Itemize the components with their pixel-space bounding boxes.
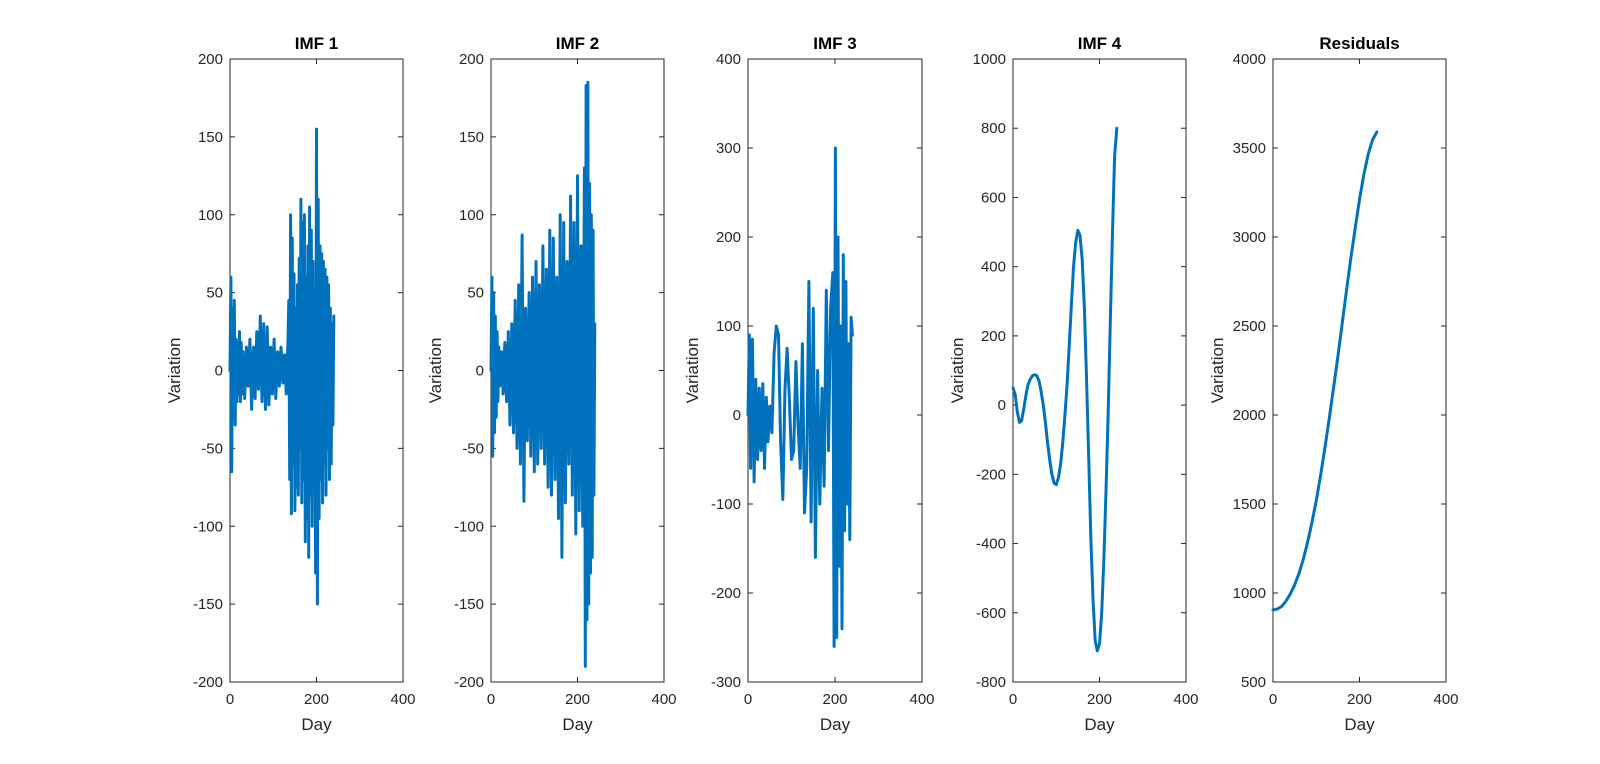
y-tick-label: 200 (198, 51, 223, 68)
y-tick-label: -200 (193, 674, 223, 691)
subplot-title: Residuals (1319, 34, 1399, 53)
y-tick-label: -150 (454, 596, 484, 613)
subplot-1: -200 -150 -100 -50 0 50 100 150 200 0 200 400 IMF 1 D… (165, 34, 416, 734)
y-tick-label: -200 (454, 674, 484, 691)
series-line (228, 127, 336, 606)
y-tick-label: 4000 (1233, 51, 1266, 68)
y-tick-label: -400 (976, 536, 1006, 553)
axes-frame (1012, 58, 1187, 683)
series-line (746, 146, 854, 648)
y-tick-label: 1500 (1233, 496, 1266, 513)
x-tick-label: 0 (226, 691, 234, 708)
y-tick-label: 300 (716, 140, 741, 157)
y-tick-label: 800 (981, 120, 1006, 137)
y-tick-label: 0 (998, 397, 1006, 414)
y-tick-label: 500 (1241, 674, 1266, 691)
x-tick-label: 200 (822, 691, 847, 708)
subplot-title: IMF 2 (556, 34, 599, 53)
x-axis-label: Day (1344, 715, 1375, 734)
y-tick-label: -50 (201, 440, 223, 457)
y-tick-label: 100 (198, 207, 223, 224)
y-tick-label: -800 (976, 674, 1006, 691)
y-tick-label: 600 (981, 189, 1006, 206)
subplot-5: 500 1000 1500 2000 2500 3000 3500 4000 0 200 400 Re… (1208, 34, 1459, 734)
subplot-title: IMF 4 (1078, 34, 1122, 53)
x-tick-label: 200 (304, 691, 329, 708)
y-tick-label: 0 (215, 363, 223, 380)
subplot-2: -200 -150 -100 -50 0 50 100 150 200 0 200 400 IMF 2 D… (426, 34, 677, 734)
y-tick-label: -100 (454, 518, 484, 535)
series-line (1271, 130, 1379, 612)
y-tick-label: 200 (716, 229, 741, 246)
y-tick-label: 100 (716, 318, 741, 335)
x-axis-label: Day (1084, 715, 1115, 734)
y-tick-label: -300 (711, 674, 741, 691)
x-tick-label: 200 (565, 691, 590, 708)
x-tick-label: 200 (1347, 691, 1372, 708)
y-tick-label: -200 (711, 585, 741, 602)
series-line (1011, 126, 1119, 653)
y-tick-label: 50 (206, 285, 223, 302)
x-tick-label: 0 (487, 691, 495, 708)
y-axis-label: Variation (683, 338, 702, 404)
x-tick-label: 400 (1173, 691, 1198, 708)
y-tick-label: 150 (459, 129, 484, 146)
y-tick-label: 200 (459, 51, 484, 68)
subplot-3: -300 -200 -100 0 100 200 300 400 0 200 400 IMF 3 Day… (683, 34, 935, 734)
x-tick-label: 200 (1087, 691, 1112, 708)
y-tick-label: 2500 (1233, 318, 1266, 335)
y-tick-label: 3000 (1233, 229, 1266, 246)
y-tick-label: -100 (711, 496, 741, 513)
x-tick-label: 400 (909, 691, 934, 708)
y-tick-label: 50 (467, 285, 484, 302)
subplot-title: IMF 3 (813, 34, 856, 53)
axes-frame (1272, 58, 1447, 683)
y-axis-label: Variation (948, 338, 967, 404)
y-axis-label: Variation (1208, 338, 1227, 404)
subplot-title: IMF 1 (295, 34, 338, 53)
subplot-4: -800 -600 -400 -200 0 200 400 600 800 1000 0 200 400… (948, 34, 1199, 734)
y-tick-label: 400 (716, 51, 741, 68)
y-tick-label: 100 (459, 207, 484, 224)
x-tick-label: 0 (1009, 691, 1017, 708)
x-axis-label: Day (820, 715, 851, 734)
y-tick-label: 0 (476, 363, 484, 380)
y-tick-label: -50 (462, 440, 484, 457)
y-tick-label: -150 (193, 596, 223, 613)
y-tick-label: 200 (981, 328, 1006, 345)
y-tick-label: 400 (981, 259, 1006, 276)
x-tick-label: 400 (1433, 691, 1458, 708)
x-tick-label: 400 (651, 691, 676, 708)
y-axis-label: Variation (165, 338, 184, 404)
y-tick-label: 0 (733, 407, 741, 424)
y-tick-label: -600 (976, 605, 1006, 622)
y-tick-label: 1000 (973, 51, 1006, 68)
y-tick-label: 2000 (1233, 407, 1266, 424)
y-tick-label: 1000 (1233, 585, 1266, 602)
x-tick-label: 0 (744, 691, 752, 708)
y-tick-label: 150 (198, 129, 223, 146)
y-tick-label: -100 (193, 518, 223, 535)
x-tick-label: 0 (1269, 691, 1277, 708)
y-tick-label: 3500 (1233, 140, 1266, 157)
series-line (489, 80, 597, 668)
y-axis-label: Variation (426, 338, 445, 404)
x-axis-label: Day (301, 715, 332, 734)
x-axis-label: Day (562, 715, 593, 734)
x-tick-label: 400 (390, 691, 415, 708)
y-tick-label: -200 (976, 466, 1006, 483)
